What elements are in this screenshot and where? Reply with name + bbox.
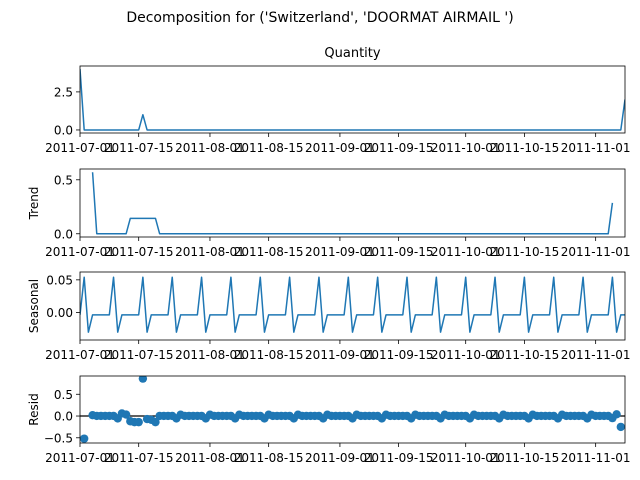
x-tick-label-resid: 2011-10-15 bbox=[490, 451, 560, 465]
y-tick-label-trend: 0.0 bbox=[54, 227, 73, 241]
resid-point bbox=[616, 422, 625, 432]
y-tick-label-seasonal: 0.05 bbox=[46, 273, 73, 287]
x-tick-label-observed: 2011-11-01 bbox=[561, 141, 631, 155]
x-tick-label-resid: 2011-10-01 bbox=[431, 451, 501, 465]
x-tick-label-seasonal: 2011-11-01 bbox=[561, 348, 631, 362]
resid-point bbox=[134, 417, 143, 427]
resid-point bbox=[151, 417, 160, 427]
x-tick-label-trend: 2011-11-01 bbox=[561, 245, 631, 259]
x-tick-label-observed: 2011-08-01 bbox=[175, 141, 245, 155]
figure-suptitle: Decomposition for ('Switzerland', 'DOORM… bbox=[126, 10, 513, 26]
x-tick-label-resid: 2011-08-01 bbox=[175, 451, 245, 465]
x-tick-label-seasonal: 2011-07-01 bbox=[45, 348, 115, 362]
x-tick-label-trend: 2011-07-15 bbox=[104, 245, 174, 259]
x-tick-label-seasonal: 2011-09-01 bbox=[305, 348, 375, 362]
x-tick-label-trend: 2011-08-15 bbox=[234, 245, 304, 259]
x-tick-label-resid: 2011-07-01 bbox=[45, 451, 115, 465]
x-tick-label-seasonal: 2011-07-15 bbox=[104, 348, 174, 362]
resid-point bbox=[121, 410, 131, 419]
x-tick-label-trend: 2011-09-01 bbox=[305, 245, 375, 259]
x-tick-label-observed: 2011-07-15 bbox=[104, 141, 174, 155]
x-tick-label-trend: 2011-07-01 bbox=[45, 245, 115, 259]
y-axis-label-resid: Resid bbox=[27, 393, 41, 425]
data-layer-seasonal bbox=[80, 276, 625, 333]
y-tick-label-trend: 0.5 bbox=[54, 173, 73, 187]
series-line-seasonal bbox=[80, 276, 625, 333]
y-axis-label-seasonal: Seasonal bbox=[27, 279, 41, 333]
series-line-observed bbox=[80, 68, 625, 131]
axes-frame-resid bbox=[79, 375, 626, 444]
x-tick-label-observed: 2011-10-15 bbox=[490, 141, 560, 155]
x-tick-label-observed: 2011-10-01 bbox=[431, 141, 501, 155]
x-tick-label-seasonal: 2011-10-01 bbox=[431, 348, 501, 362]
x-tick-label-seasonal: 2011-08-15 bbox=[234, 348, 304, 362]
x-tick-label-observed: 2011-08-15 bbox=[234, 141, 304, 155]
series-line-trend bbox=[91, 172, 614, 235]
axes-frame-seasonal bbox=[79, 271, 626, 341]
x-tick-label-observed: 2011-09-01 bbox=[305, 141, 375, 155]
axes-frame-trend bbox=[79, 168, 626, 238]
panel-title-observed: Quantity bbox=[324, 46, 380, 61]
axes-frame-observed bbox=[79, 65, 626, 134]
x-tick-label-trend: 2011-08-01 bbox=[175, 245, 245, 259]
y-tick-label-observed: 0.0 bbox=[54, 123, 73, 137]
x-tick-label-trend: 2011-10-01 bbox=[431, 245, 501, 259]
y-axis-label-trend: Trend bbox=[27, 187, 41, 221]
resid-point bbox=[138, 376, 148, 383]
data-layer-resid bbox=[80, 376, 625, 443]
resid-point bbox=[80, 434, 89, 443]
data-layer-observed bbox=[80, 68, 625, 131]
x-tick-label-seasonal: 2011-08-01 bbox=[175, 348, 245, 362]
data-layer-trend bbox=[91, 172, 614, 235]
x-tick-label-seasonal: 2011-10-15 bbox=[490, 348, 560, 362]
x-tick-label-trend: 2011-10-15 bbox=[490, 245, 560, 259]
x-tick-label-resid: 2011-09-15 bbox=[364, 451, 434, 465]
x-tick-label-observed: 2011-07-01 bbox=[45, 141, 115, 155]
x-tick-label-seasonal: 2011-09-15 bbox=[364, 348, 434, 362]
x-tick-label-resid: 2011-08-15 bbox=[234, 451, 304, 465]
y-tick-label-resid: −0.5 bbox=[44, 431, 73, 445]
y-tick-label-observed: 2.5 bbox=[54, 85, 73, 99]
y-tick-label-resid: 0.5 bbox=[54, 388, 73, 402]
y-tick-label-seasonal: 0.00 bbox=[46, 306, 73, 320]
x-tick-label-resid: 2011-07-15 bbox=[104, 451, 174, 465]
x-tick-label-observed: 2011-09-15 bbox=[364, 141, 434, 155]
x-tick-label-resid: 2011-11-01 bbox=[561, 451, 631, 465]
x-tick-label-resid: 2011-09-01 bbox=[305, 451, 375, 465]
y-tick-label-resid: 0.0 bbox=[54, 410, 73, 424]
resid-point bbox=[612, 410, 621, 419]
x-tick-label-trend: 2011-09-15 bbox=[364, 245, 434, 259]
